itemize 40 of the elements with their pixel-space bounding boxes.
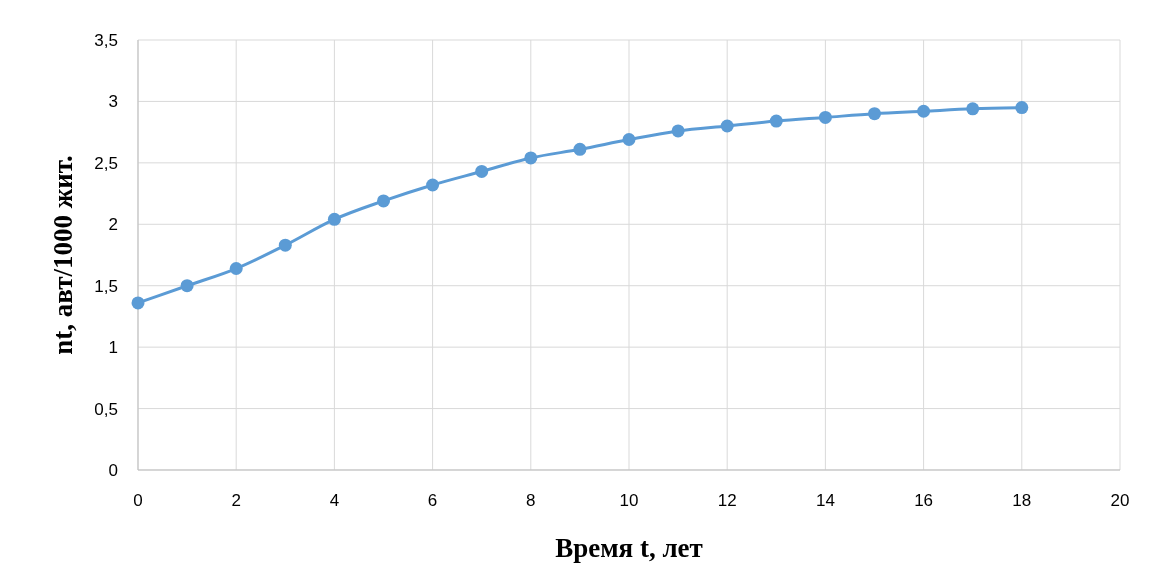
x-tick-label: 10 <box>619 491 639 510</box>
y-tick-label: 2 <box>108 215 118 235</box>
x-tick-label: 20 <box>1110 491 1130 510</box>
point <box>131 296 145 310</box>
y-tick-label: 2,5 <box>94 153 118 173</box>
point <box>180 279 194 293</box>
x-tick-label: 16 <box>914 491 934 510</box>
x-tick-label: 8 <box>526 491 536 510</box>
point <box>966 102 980 116</box>
point <box>1015 101 1029 115</box>
point <box>671 124 685 138</box>
x-tick-label: 14 <box>815 491 835 510</box>
x-tick-label: 0 <box>133 491 143 510</box>
x-tick-label: 18 <box>1012 491 1032 510</box>
x-tick-label: 2 <box>231 491 241 510</box>
point <box>917 104 931 118</box>
point <box>229 262 243 276</box>
y-tick-label: 3 <box>108 92 118 112</box>
point <box>524 151 538 165</box>
point <box>278 238 292 252</box>
y-tick-label: 0 <box>108 460 118 480</box>
y-tick-label: 0,5 <box>94 399 118 419</box>
x-tick-label: 6 <box>427 491 438 510</box>
x-tick-label: 4 <box>329 491 340 510</box>
point <box>769 114 783 128</box>
y-tick-label: 1,5 <box>94 276 118 296</box>
x-axis-title: Время t, лет <box>555 533 703 563</box>
point <box>868 107 881 121</box>
point <box>475 164 489 178</box>
y-tick-label: 3,5 <box>94 30 118 50</box>
point <box>720 119 734 133</box>
point <box>818 110 832 124</box>
y-axis-title: nt, авт/1000 жит. <box>48 155 78 355</box>
y-tick-label: 1 <box>108 338 118 358</box>
point <box>622 133 636 147</box>
point <box>426 178 440 192</box>
x-tick-label: 12 <box>717 491 737 510</box>
point <box>573 142 587 156</box>
point <box>377 194 390 208</box>
point <box>327 212 341 226</box>
